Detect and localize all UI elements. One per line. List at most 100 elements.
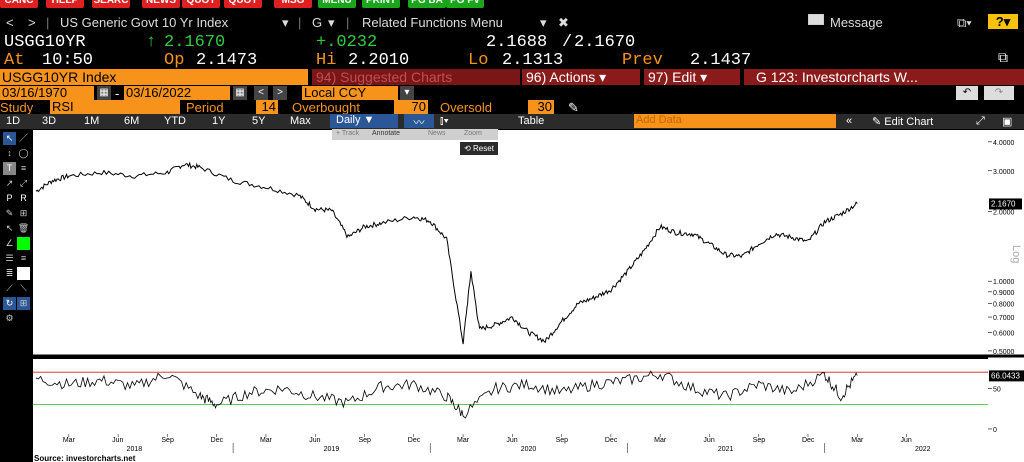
arrow-tool-icon[interactable]: ↗	[3, 177, 16, 190]
ruler-icon[interactable]: ⟍	[17, 282, 30, 295]
range-back-button[interactable]: <	[254, 86, 268, 100]
message-button[interactable]: Message	[830, 15, 883, 30]
back-button[interactable]: <	[6, 15, 14, 30]
currency-dropdown[interactable]: Local CCY	[302, 86, 398, 100]
frequency-dropdown[interactable]: Daily ▼	[330, 114, 398, 128]
lines-icon[interactable]: ☰	[3, 252, 16, 265]
line-chart-icon[interactable]: 〰	[404, 114, 434, 129]
track-button[interactable]: + Track	[336, 130, 360, 137]
period-5y-button[interactable]: 5Y	[252, 115, 266, 127]
related-functions-menu[interactable]: Related Functions Menu	[362, 15, 503, 30]
function-key-searc[interactable]: SEARC	[92, 0, 130, 8]
angle-icon[interactable]: ∠	[3, 237, 16, 250]
mode-dropdown-caret[interactable]: ▾	[328, 15, 335, 30]
quote-time: 10:50	[42, 51, 94, 70]
range-forward-button[interactable]: >	[273, 86, 287, 100]
crosshair-icon[interactable]: ↕	[3, 147, 16, 160]
forward-button[interactable]: >	[28, 15, 36, 30]
pencil-icon[interactable]: ✎	[568, 100, 579, 115]
refresh-icon[interactable]: ↻	[3, 297, 16, 310]
function-key-menu[interactable]: MENU	[318, 0, 356, 8]
price-y-tick-label: 4.0000	[993, 140, 1015, 147]
envelope-icon[interactable]	[808, 14, 824, 25]
price-y-axis: 4.0000 3.0000 2.0000 1.0000 0.9000 0.8000 0.70…	[988, 140, 1015, 356]
close-icon[interactable]: ✖	[558, 15, 569, 30]
currency-caret[interactable]: ▾	[400, 86, 414, 100]
line-width-icon[interactable]: ≡	[17, 252, 30, 265]
function-key-help[interactable]: HELP	[46, 0, 84, 8]
function-key-canc[interactable]: CANC	[0, 0, 38, 8]
brush-icon[interactable]: ✎	[3, 207, 16, 220]
menu-lines-icon[interactable]: ≣	[3, 267, 16, 280]
help-button[interactable]: ?▾	[988, 14, 1018, 29]
security-name-dropdown[interactable]: US Generic Govt 10 Yr Index	[60, 15, 229, 30]
calendar-icon[interactable]: ▦	[97, 86, 111, 100]
bar-chart-icon[interactable]: ⫾▾	[440, 115, 449, 127]
function-key-quot[interactable]: QUOT	[224, 0, 262, 8]
period-1d-button[interactable]: 1D	[6, 115, 21, 127]
chart-title-field[interactable]: G 123: Investorcharts W...	[744, 69, 1024, 85]
overbought-input[interactable]: 70	[394, 100, 428, 114]
oversold-input[interactable]: 30	[528, 100, 554, 114]
table-button[interactable]: Table	[518, 115, 545, 127]
end-date-field[interactable]: 03/16/2022	[124, 86, 230, 100]
function-key-msg[interactable]: MSG	[274, 0, 312, 8]
chart-mode-popup: + Track Annotate News Zoom	[332, 129, 498, 140]
reset-button[interactable]: ⟲ Reset	[460, 142, 498, 155]
period-ytd-button[interactable]: YTD	[164, 115, 186, 127]
suggested-charts-button[interactable]: 94) Suggested Charts	[312, 69, 520, 85]
function-key-quot[interactable]: QUOT	[182, 0, 220, 8]
settings-icon[interactable]: ⚙	[3, 312, 16, 325]
study-dropdown[interactable]: RSI	[50, 100, 180, 114]
period-3d-button[interactable]: 3D	[42, 115, 57, 127]
function-key-pg-ba[interactable]: PG BA	[408, 0, 446, 8]
zoom-button[interactable]: Zoom	[464, 130, 482, 137]
period-max-button[interactable]: Max	[290, 115, 311, 127]
period-1y-button[interactable]: 1Y	[212, 115, 226, 127]
collapse-button[interactable]: «	[846, 115, 853, 127]
p-tool-icon[interactable]: P	[3, 192, 16, 205]
pointer-icon[interactable]: ↖	[3, 222, 16, 235]
function-key-print[interactable]: PRINT	[362, 0, 400, 8]
palette-icon[interactable]: ◼	[17, 267, 30, 280]
fibonacci-icon[interactable]: ≡	[17, 162, 30, 175]
price-y-tick-label: 0.5000	[993, 349, 1015, 356]
news-button[interactable]: News	[428, 130, 446, 137]
actions-menu[interactable]: 96) Actions ▾	[522, 69, 640, 85]
window-icon[interactable]: ⧉▾	[957, 15, 972, 30]
period-input[interactable]: 14	[256, 100, 278, 114]
expand-icon[interactable]: ▣	[1002, 116, 1013, 128]
grid-icon[interactable]: ⊞	[17, 207, 30, 220]
function-key-news[interactable]: NEWS	[142, 0, 180, 8]
trash-icon[interactable]: 🗑	[17, 222, 30, 235]
text-tool-icon[interactable]: T	[3, 162, 16, 175]
chart-settings-icon[interactable]: ⤢	[976, 115, 985, 127]
edit-chart-button[interactable]: ✎ Edit Chart	[872, 116, 934, 128]
layout-icon[interactable]: ⊞	[17, 297, 30, 310]
mode-dropdown[interactable]: G	[312, 15, 323, 30]
link-icon[interactable]: ⟋	[3, 282, 16, 295]
security-ticker-field[interactable]: USGG10YR Index	[0, 69, 308, 85]
color-swatch-icon[interactable]	[17, 237, 30, 250]
add-data-input[interactable]: Add Data	[634, 114, 836, 128]
edit-menu[interactable]: 97) Edit ▾	[644, 69, 740, 85]
security-dropdown-caret[interactable]: ▾	[282, 15, 289, 30]
annotate-button[interactable]: Annotate	[372, 130, 401, 137]
r-tool-icon[interactable]: R	[17, 192, 30, 205]
period-1m-button[interactable]: 1M	[84, 115, 100, 127]
period-label: Period	[186, 100, 224, 115]
low-value: 2.1313	[502, 51, 564, 70]
redo-button[interactable]: ↷	[984, 86, 1014, 100]
cursor-icon[interactable]: ↖	[3, 132, 16, 145]
x-month-label: Jun	[112, 437, 123, 444]
line-tool-icon[interactable]: ／	[17, 132, 30, 145]
period-6m-button[interactable]: 6M	[124, 115, 140, 127]
ellipse-icon[interactable]: ◯	[17, 147, 30, 160]
function-key-pg-fv[interactable]: PG FV	[446, 0, 484, 8]
start-date-field[interactable]: 03/16/1970	[0, 86, 94, 100]
expand-tool-icon[interactable]: ⤢	[17, 177, 30, 190]
calendar-icon[interactable]: ▦	[233, 86, 247, 100]
undo-button[interactable]: ↶	[956, 86, 978, 100]
export-icon[interactable]: ⧉	[998, 51, 1008, 67]
related-menu-caret[interactable]: ▾	[540, 15, 547, 30]
